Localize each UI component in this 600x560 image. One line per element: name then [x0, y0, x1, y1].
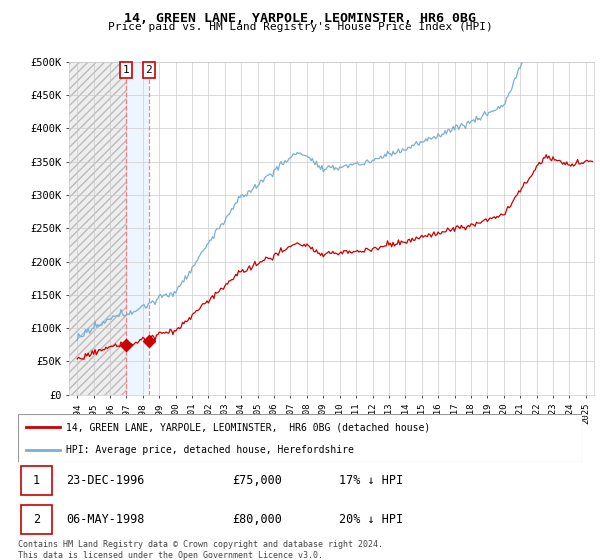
- Text: Contains HM Land Registry data © Crown copyright and database right 2024.
This d: Contains HM Land Registry data © Crown c…: [18, 540, 383, 560]
- Text: HPI: Average price, detached house, Herefordshire: HPI: Average price, detached house, Here…: [66, 445, 354, 455]
- Text: 2: 2: [33, 513, 40, 526]
- Bar: [69, 62, 126, 395]
- Text: £80,000: £80,000: [232, 513, 282, 526]
- Text: 14, GREEN LANE, YARPOLE, LEOMINSTER, HR6 0BG: 14, GREEN LANE, YARPOLE, LEOMINSTER, HR6…: [124, 12, 476, 25]
- Text: 1: 1: [33, 474, 40, 487]
- Text: 1: 1: [123, 66, 130, 75]
- Text: 17% ↓ HPI: 17% ↓ HPI: [340, 474, 404, 487]
- Text: 2: 2: [146, 66, 152, 75]
- Text: £75,000: £75,000: [232, 474, 282, 487]
- Text: 14, GREEN LANE, YARPOLE, LEOMINSTER,  HR6 0BG (detached house): 14, GREEN LANE, YARPOLE, LEOMINSTER, HR6…: [66, 422, 430, 432]
- Bar: [69, 62, 126, 395]
- FancyBboxPatch shape: [21, 505, 52, 534]
- Bar: [126, 62, 149, 395]
- Text: 20% ↓ HPI: 20% ↓ HPI: [340, 513, 404, 526]
- Text: 23-DEC-1996: 23-DEC-1996: [66, 474, 145, 487]
- FancyBboxPatch shape: [21, 466, 52, 496]
- Text: Price paid vs. HM Land Registry's House Price Index (HPI): Price paid vs. HM Land Registry's House …: [107, 22, 493, 32]
- Text: 06-MAY-1998: 06-MAY-1998: [66, 513, 145, 526]
